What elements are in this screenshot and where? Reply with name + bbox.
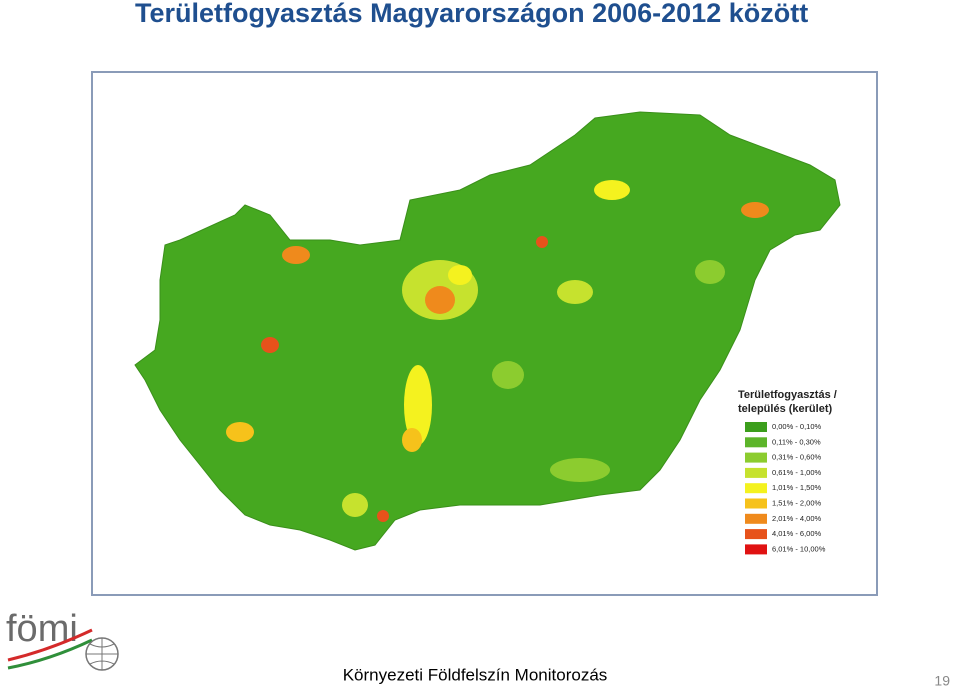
footer-text: Környezeti Földfelszín Monitorozás [343,665,608,684]
logo-text: fömi [6,608,78,650]
legend-label: 2,01% - 4,00% [772,514,822,523]
legend-swatch [745,452,767,463]
legend: Területfogyasztás / település (kerület) 0,… [738,389,837,555]
legend-swatch [745,437,767,448]
legend-swatch [745,498,767,509]
logo: fömi [6,608,119,671]
country-shape [134,111,841,551]
legend-swatch [745,529,767,540]
legend-swatch [745,422,767,432]
map [134,111,841,551]
legend-swatch [745,483,767,494]
legend-label: 1,01% - 1,50% [772,483,822,492]
slide-title: Területfogyasztás Magyarországon 2006-20… [135,0,808,28]
legend-title: település (kerület) [738,403,832,415]
page-number: 19 [934,673,950,689]
legend-swatch [745,544,767,555]
legend-swatch [745,467,767,478]
legend-swatch [745,513,767,524]
legend-label: 0,00% - 0,10% [772,422,822,431]
legend-label: 1,51% - 2,00% [772,498,822,507]
legend-label: 6,01% - 10,00% [772,544,826,553]
legend-label: 0,61% - 1,00% [772,468,822,477]
legend-label: 0,11% - 0,30% [772,437,821,446]
legend-label: 0,31% - 0,60% [772,453,822,462]
legend-title: Területfogyasztás / [738,389,837,401]
legend-label: 4,01% - 6,00% [772,529,822,538]
map-patches [226,180,769,522]
